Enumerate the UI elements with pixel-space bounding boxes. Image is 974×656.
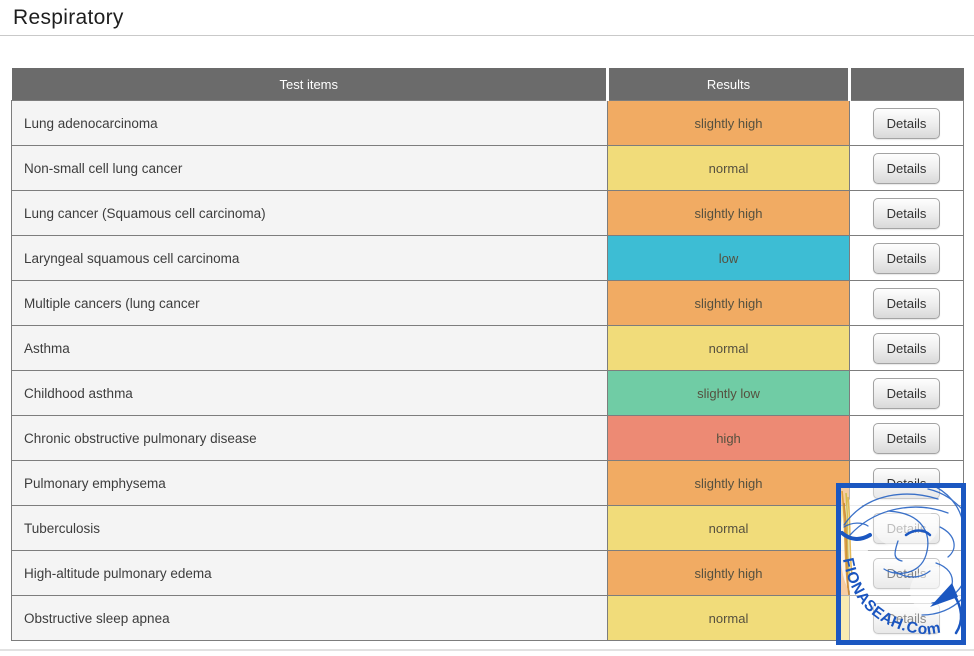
table-row: Obstructive sleep apnea normal Details [11, 595, 964, 641]
table-row: Laryngeal squamous cell carcinoma low De… [11, 235, 964, 281]
table-row: Pulmonary emphysema slightly high Detail… [11, 460, 964, 506]
title-divider [0, 35, 974, 36]
test-item-cell: Obstructive sleep apnea [11, 595, 608, 641]
table-row: Lung adenocarcinoma slightly high Detail… [11, 100, 964, 146]
details-cell: Details [849, 595, 964, 641]
table-row: High-altitude pulmonary edema slightly h… [11, 550, 964, 596]
test-item-cell: High-altitude pulmonary edema [11, 550, 608, 596]
test-item-cell: Pulmonary emphysema [11, 460, 608, 506]
test-item-cell: Tuberculosis [11, 505, 608, 551]
table-row: Tuberculosis normal Details [11, 505, 964, 551]
details-cell: Details [849, 460, 964, 506]
result-cell: slightly low [607, 370, 850, 416]
details-button[interactable]: Details [872, 242, 941, 274]
table-row: Childhood asthma slightly low Details [11, 370, 964, 416]
bottom-divider [0, 649, 974, 651]
result-cell: slightly high [607, 550, 850, 596]
result-cell: normal [607, 325, 850, 371]
details-cell: Details [849, 325, 964, 371]
details-cell: Details [849, 100, 964, 146]
table-row: Lung cancer (Squamous cell carcinoma) sl… [11, 190, 964, 236]
test-item-cell: Lung adenocarcinoma [11, 100, 608, 146]
details-button[interactable]: Details [872, 557, 941, 589]
test-item-cell: Multiple cancers (lung cancer [11, 280, 608, 326]
details-button[interactable]: Details [872, 197, 941, 229]
table-row: Asthma normal Details [11, 325, 964, 371]
test-item-label: Multiple cancers (lung cancer [24, 295, 200, 311]
test-item-cell: Lung cancer (Squamous cell carcinoma) [11, 190, 608, 236]
results-table-body: Lung adenocarcinoma slightly high Detail… [11, 100, 964, 641]
test-item-label: Laryngeal squamous cell carcinoma [24, 250, 240, 266]
test-item-label: Pulmonary emphysema [24, 475, 166, 491]
column-header-actions [848, 68, 964, 101]
details-cell: Details [849, 145, 964, 191]
test-item-cell: Asthma [11, 325, 608, 371]
details-cell: Details [849, 235, 964, 281]
details-cell: Details [849, 550, 964, 596]
test-item-label: Obstructive sleep apnea [24, 610, 170, 626]
details-button[interactable]: Details [872, 332, 941, 364]
results-table-header: Test items Results [11, 68, 964, 101]
details-cell: Details [849, 415, 964, 461]
result-cell: slightly high [607, 100, 850, 146]
result-cell: low [607, 235, 850, 281]
details-button[interactable]: Details [872, 152, 941, 184]
details-cell: Details [849, 280, 964, 326]
test-item-label: High-altitude pulmonary edema [24, 565, 212, 581]
result-cell: normal [607, 505, 850, 551]
column-header-test-items: Test items [11, 68, 608, 101]
test-item-label: Tuberculosis [24, 520, 101, 536]
result-cell: normal [607, 595, 850, 641]
test-item-cell: Childhood asthma [11, 370, 608, 416]
results-table: Test items Results Lung adenocarcinoma s… [11, 68, 964, 641]
test-item-cell: Non-small cell lung cancer [11, 145, 608, 191]
details-cell: Details [849, 190, 964, 236]
test-item-label: Non-small cell lung cancer [24, 160, 183, 176]
result-cell: slightly high [607, 190, 850, 236]
column-header-results: Results [606, 68, 850, 101]
test-item-label: Childhood asthma [24, 385, 133, 401]
test-item-label: Asthma [24, 340, 70, 356]
test-item-label: Lung adenocarcinoma [24, 115, 158, 131]
details-cell: Details [849, 505, 964, 551]
details-button[interactable]: Details [872, 512, 941, 544]
table-row: Chronic obstructive pulmonary disease hi… [11, 415, 964, 461]
table-row: Multiple cancers (lung cancer slightly h… [11, 280, 964, 326]
result-cell: high [607, 415, 850, 461]
details-button[interactable]: Details [872, 467, 941, 499]
details-button[interactable]: Details [872, 377, 941, 409]
test-item-label: Chronic obstructive pulmonary disease [24, 430, 257, 446]
details-cell: Details [849, 370, 964, 416]
page-title: Respiratory [13, 6, 124, 29]
test-item-cell: Laryngeal squamous cell carcinoma [11, 235, 608, 281]
details-button[interactable]: Details [872, 107, 941, 139]
details-button[interactable]: Details [872, 422, 941, 454]
results-table-container: Test items Results Lung adenocarcinoma s… [11, 68, 964, 641]
test-item-label: Lung cancer (Squamous cell carcinoma) [24, 205, 266, 221]
result-cell: slightly high [607, 460, 850, 506]
details-button[interactable]: Details [872, 287, 941, 319]
table-row: Non-small cell lung cancer normal Detail… [11, 145, 964, 191]
result-cell: slightly high [607, 280, 850, 326]
test-item-cell: Chronic obstructive pulmonary disease [11, 415, 608, 461]
result-cell: normal [607, 145, 850, 191]
details-button[interactable]: Details [872, 602, 941, 634]
